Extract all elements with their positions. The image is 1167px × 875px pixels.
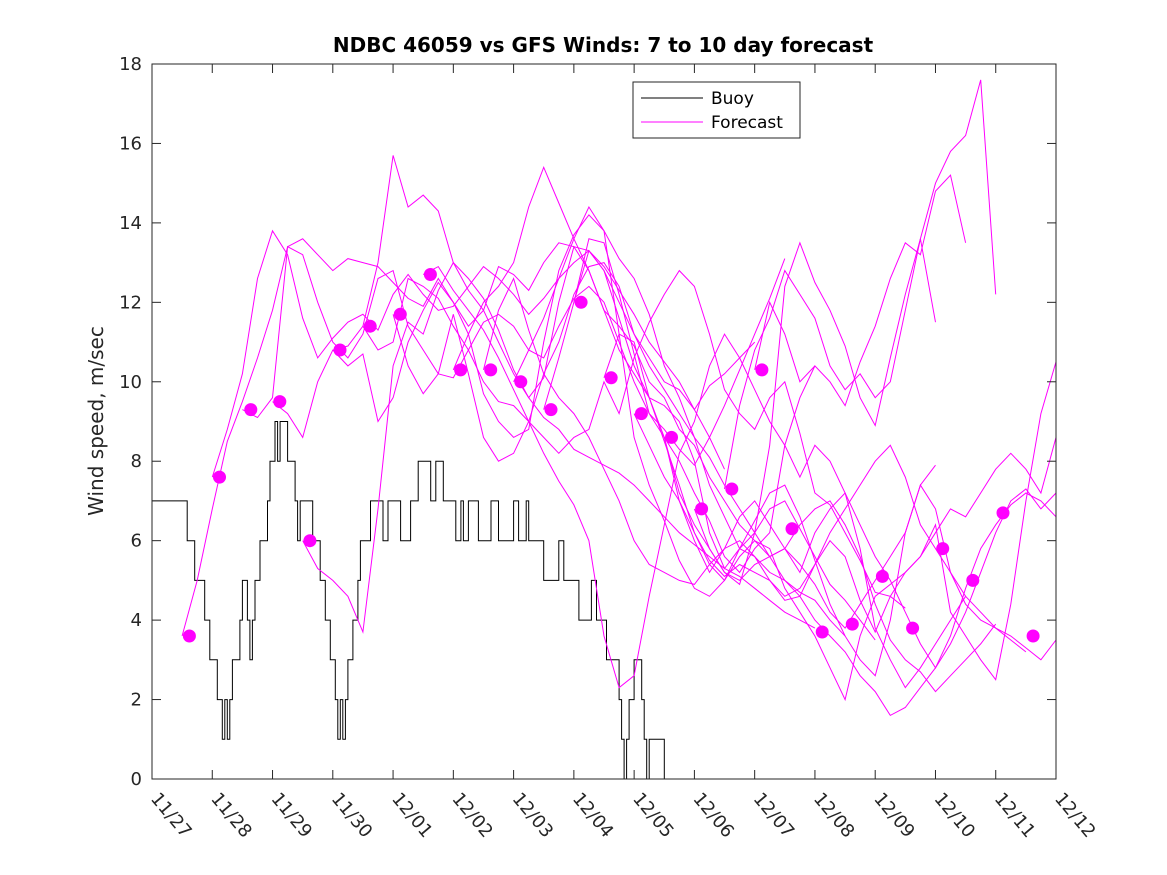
y-tick-label: 14: [119, 213, 142, 234]
forecast-run-line: [754, 300, 816, 383]
y-tick-label: 8: [131, 451, 142, 472]
forecast-point-marker: [514, 375, 528, 389]
forecast-point-marker: [244, 403, 258, 417]
forecast-point-marker: [213, 470, 226, 484]
legend-box: [632, 81, 801, 139]
y-tick-label: 10: [119, 372, 142, 393]
y-tick-labels: 0 2 4 6 8 10 12 14 16 18: [119, 54, 142, 790]
forecast-run-line: [422, 265, 967, 689]
y-tick-label: 12: [119, 292, 142, 313]
y-tick-label: 6: [131, 531, 142, 552]
forecast-point-marker: [273, 395, 287, 409]
forecast-point-marker: [1026, 629, 1040, 643]
axis-ticks: [151, 63, 1057, 780]
forecast-point-marker: [875, 569, 889, 583]
forecast-point-marker: [936, 542, 950, 556]
forecast-point-marker: [695, 502, 709, 516]
y-tick-label: 0: [131, 769, 142, 790]
forecast-run-line: [603, 333, 1057, 661]
forecast-point-marker: [393, 307, 407, 321]
y-axis-label: Wind speed, m/sec: [84, 326, 108, 516]
forecast-run-line: [392, 262, 936, 677]
forecast-point-marker: [454, 363, 468, 377]
forecast-run-line: [362, 269, 906, 609]
y-tick-label: 16: [119, 133, 142, 154]
forecast-point-marker: [815, 625, 829, 639]
buoy-series-line: [152, 421, 670, 780]
forecast-run-line: [693, 79, 997, 586]
forecast-layer: [181, 79, 1057, 717]
forecast-point-marker: [182, 629, 196, 643]
forecast-point-marker: [966, 573, 980, 587]
forecast-run-line: [302, 245, 846, 637]
forecast-run-line: [633, 413, 1057, 669]
forecast-point-marker: [906, 621, 920, 635]
forecast-point-marker: [423, 268, 437, 281]
forecast-point-marker: [363, 319, 377, 333]
forecast-point-marker: [634, 407, 648, 421]
plot-frame: [151, 63, 1057, 780]
forecast-point-marker: [484, 363, 498, 377]
forecast-point-marker: [604, 371, 618, 385]
forecast-point-marker: [333, 343, 347, 357]
buoy-layer: [152, 421, 670, 780]
y-tick-label: 4: [131, 610, 142, 631]
y-tick-label: 2: [131, 690, 142, 711]
legend-buoy-label: Buoy: [711, 89, 754, 109]
forecast-run-line: [513, 205, 1057, 717]
forecast-run-line: [573, 238, 1057, 702]
forecast-point-marker: [303, 534, 317, 548]
forecast-run-line: [543, 249, 1057, 681]
forecast-point-marker: [996, 506, 1010, 520]
plot-area: [151, 63, 1057, 780]
legend: Buoy Forecast: [632, 81, 801, 139]
forecast-point-marker: [544, 403, 558, 417]
marker-layer: [182, 268, 1040, 643]
forecast-run-line: [211, 229, 756, 478]
legend-forecast-label: Forecast: [711, 113, 783, 133]
forecast-point-marker: [785, 522, 799, 536]
forecast-point-marker: [574, 295, 588, 309]
forecast-point-marker: [725, 482, 739, 496]
chart-title: NDBC 46059 vs GFS Winds: 7 to 10 day for…: [333, 33, 874, 57]
y-tick-label: 18: [119, 54, 142, 75]
forecast-point-marker: [665, 430, 678, 444]
forecast-run-line: [724, 238, 936, 490]
forecast-run-line: [242, 245, 786, 467]
forecast-run-line: [452, 165, 997, 693]
forecast-point-marker: [755, 363, 769, 377]
forecast-point-marker: [845, 617, 859, 631]
